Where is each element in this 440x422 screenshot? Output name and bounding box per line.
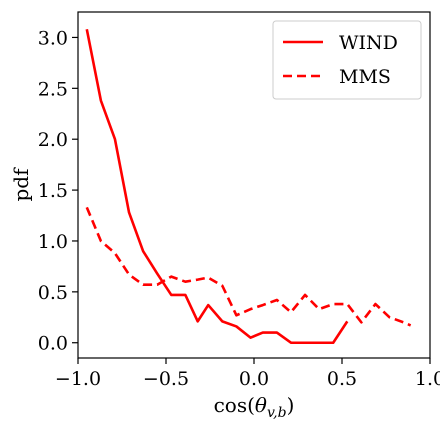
x-tick-label: −0.5 [143, 368, 189, 390]
y-axis-label: pdf [9, 167, 33, 202]
legend: WIND MMS [272, 20, 422, 100]
y-tick-label: 0.5 [38, 282, 68, 304]
x-axis-label: cos(θv,b) [214, 393, 295, 421]
legend-label-wind: WIND [339, 32, 398, 54]
x-tick-label: 0.5 [327, 368, 357, 390]
legend-label-mms: MMS [339, 66, 391, 88]
x-tick-label: 1.0 [415, 368, 440, 390]
y-tick-label: 2.5 [38, 78, 68, 100]
x-axis-label-suffix: ) [287, 393, 295, 417]
y-tick-label: 0.0 [38, 333, 68, 355]
x-axis-label-theta: θ [255, 393, 267, 417]
x-axis-label-prefix: cos( [214, 393, 255, 417]
y-axis: 0.0 0.5 1.0 1.5 2.0 2.5 3.0 [38, 27, 78, 355]
y-tick-label: 1.5 [38, 180, 68, 202]
series-layer [85, 29, 412, 345]
legend-box [272, 20, 422, 100]
series-line-mms [85, 206, 412, 327]
x-axis-label-subscript: v,b [267, 405, 287, 421]
x-axis: −1.0 −0.5 0.0 0.5 1.0 [55, 358, 440, 390]
series-line-wind [85, 29, 349, 345]
y-tick-label: 1.0 [38, 231, 68, 253]
y-tick-label: 3.0 [38, 27, 68, 49]
y-tick-label: 2.0 [38, 129, 68, 151]
x-tick-label: 0.0 [239, 368, 269, 390]
x-tick-label: −1.0 [55, 368, 101, 390]
